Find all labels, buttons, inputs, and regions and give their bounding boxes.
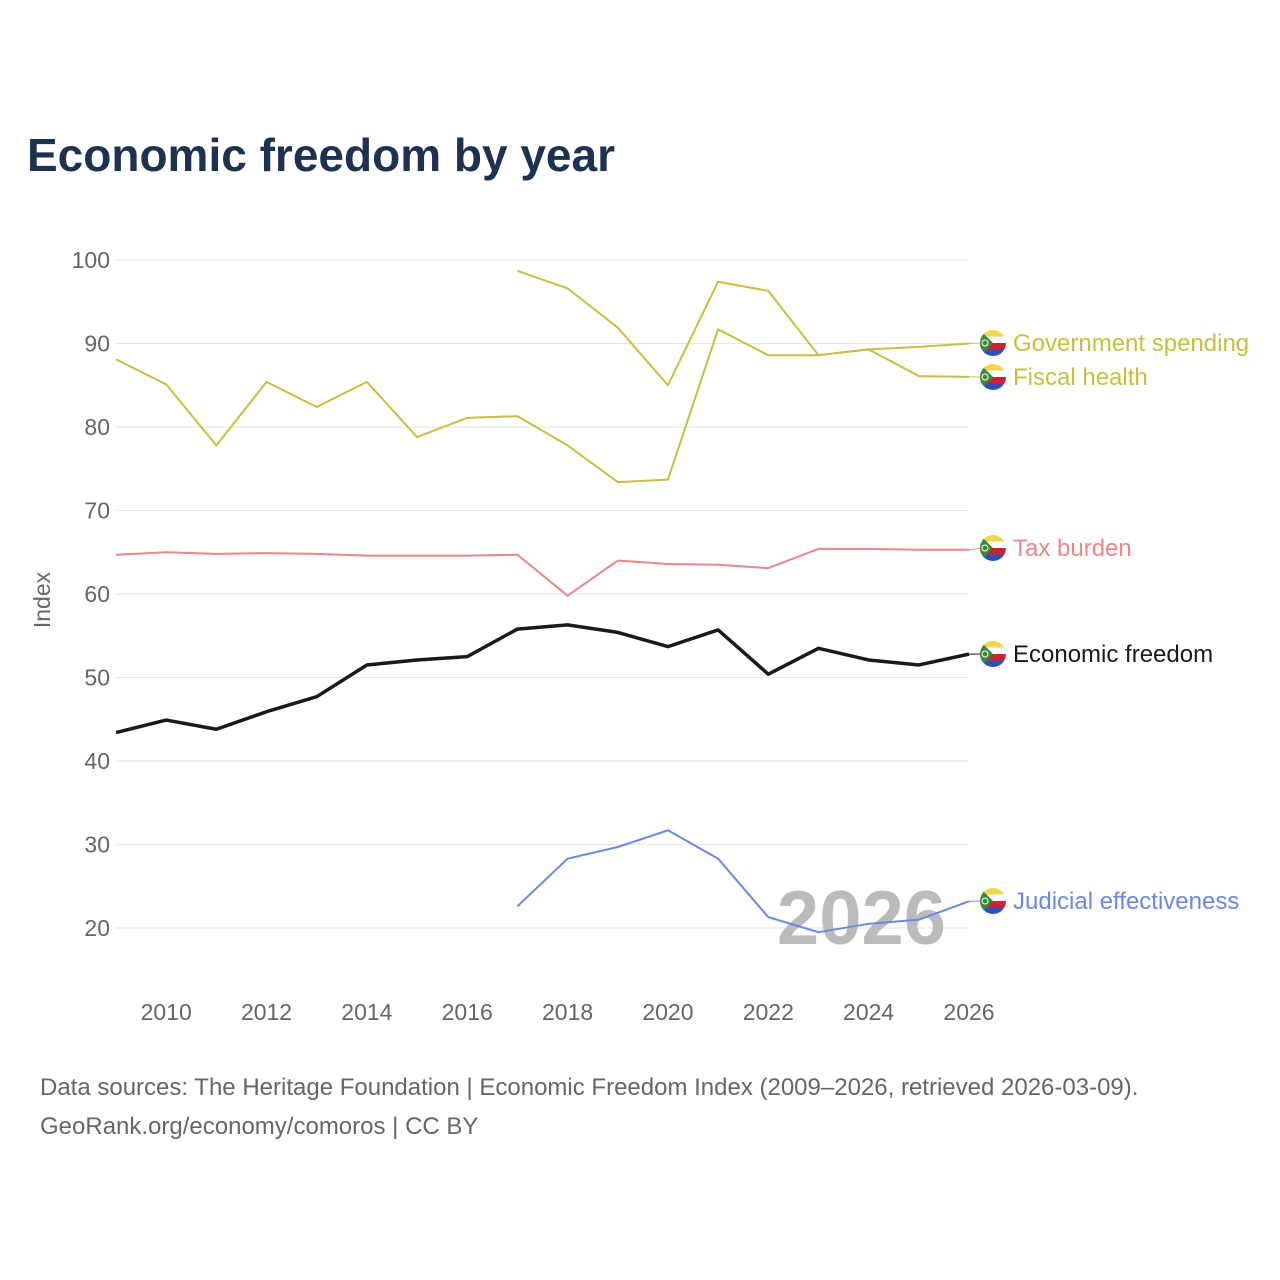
- comoros-flag-icon: [980, 641, 1006, 667]
- flag-triangle: [980, 364, 993, 390]
- y-tick-label: 30: [84, 832, 110, 858]
- series-label: Tax burden: [1013, 535, 1132, 562]
- flag-stripe: [980, 349, 1006, 356]
- flag-stripe: [980, 654, 1006, 661]
- x-tick-label: 2010: [141, 999, 192, 1025]
- flag-stripe: [980, 554, 1006, 561]
- flag-crescent: [981, 897, 989, 905]
- flag-stripe: [980, 535, 1006, 542]
- source-line-1: Data sources: The Heritage Foundation | …: [40, 1074, 1139, 1101]
- label-connector: [968, 547, 983, 551]
- flag-triangle: [980, 330, 993, 356]
- y-tick-label: 40: [84, 748, 110, 774]
- flag-stripe: [980, 336, 1006, 344]
- x-tick-label: 2018: [542, 999, 593, 1025]
- flag-stripe: [980, 548, 1006, 555]
- flag-stripe: [980, 377, 1006, 384]
- x-tick-label: 2012: [241, 999, 292, 1025]
- series-label: Government spending: [1013, 330, 1249, 357]
- flag-stripe: [980, 888, 1006, 895]
- flag-stripe: [980, 541, 1006, 549]
- flag-stripes: [980, 888, 1006, 914]
- y-tick-label: 20: [84, 915, 110, 941]
- y-tick-label: 50: [84, 665, 110, 691]
- source-line-2: GeoRank.org/economy/comoros | CC BY: [40, 1113, 479, 1140]
- x-tick-label: 2026: [943, 999, 994, 1025]
- flag-crescent: [981, 339, 989, 347]
- flag-triangle: [980, 641, 993, 667]
- flag-stripe: [980, 641, 1006, 648]
- year-watermark: 2026: [777, 876, 946, 961]
- series-label: Economic freedom: [1013, 641, 1213, 668]
- flag-stripe: [980, 343, 1006, 350]
- flag-stripe: [980, 383, 1006, 390]
- flag-stripes: [980, 364, 1006, 390]
- series-line-tax-burden: [115, 547, 969, 597]
- series-line-judicial-effectiveness: [516, 829, 970, 934]
- series-label: Fiscal health: [1013, 364, 1148, 391]
- flag-stripe: [980, 894, 1006, 902]
- x-tick-label: 2014: [341, 999, 392, 1025]
- flag-stripes: [980, 330, 1006, 356]
- flag-stripes: [980, 641, 1006, 667]
- series-label: Judicial effectiveness: [1013, 888, 1239, 915]
- y-tick-label: 80: [84, 414, 110, 440]
- series-line-economic-freedom: [115, 623, 970, 735]
- comoros-flag-icon: [980, 888, 1006, 914]
- comoros-flag-icon: [980, 330, 1006, 356]
- flag-crescent: [981, 373, 989, 381]
- y-tick-label: 60: [84, 581, 110, 607]
- flag-stripe: [980, 901, 1006, 908]
- flag-triangle: [980, 535, 993, 561]
- flag-stripe: [980, 330, 1006, 337]
- comoros-flag-icon: [980, 364, 1006, 390]
- y-axis-label: Index: [29, 571, 55, 628]
- chart-title: Economic freedom by year: [27, 129, 615, 181]
- flag-stripe: [980, 907, 1006, 914]
- flag-triangle: [980, 888, 993, 914]
- flag-crescent: [981, 650, 989, 658]
- flag-stripes: [980, 535, 1006, 561]
- x-tick-label: 2020: [642, 999, 693, 1025]
- flag-stripe: [980, 660, 1006, 667]
- x-tick-label: 2016: [442, 999, 493, 1025]
- x-tick-label: 2022: [743, 999, 794, 1025]
- flag-stripe: [980, 647, 1006, 655]
- y-tick-label: 100: [72, 247, 110, 273]
- source-note: Data sources: The Heritage Foundation | …: [40, 1068, 1138, 1146]
- flag-crescent: [981, 544, 989, 552]
- flag-stripe: [980, 364, 1006, 371]
- flag-stripe: [980, 370, 1006, 378]
- comoros-flag-icon: [980, 535, 1006, 561]
- y-tick-label: 90: [84, 331, 110, 357]
- label-connector: [968, 342, 983, 344]
- y-tick-label: 70: [84, 498, 110, 524]
- series-line-fiscal-health: [517, 269, 970, 387]
- x-tick-label: 2024: [843, 999, 894, 1025]
